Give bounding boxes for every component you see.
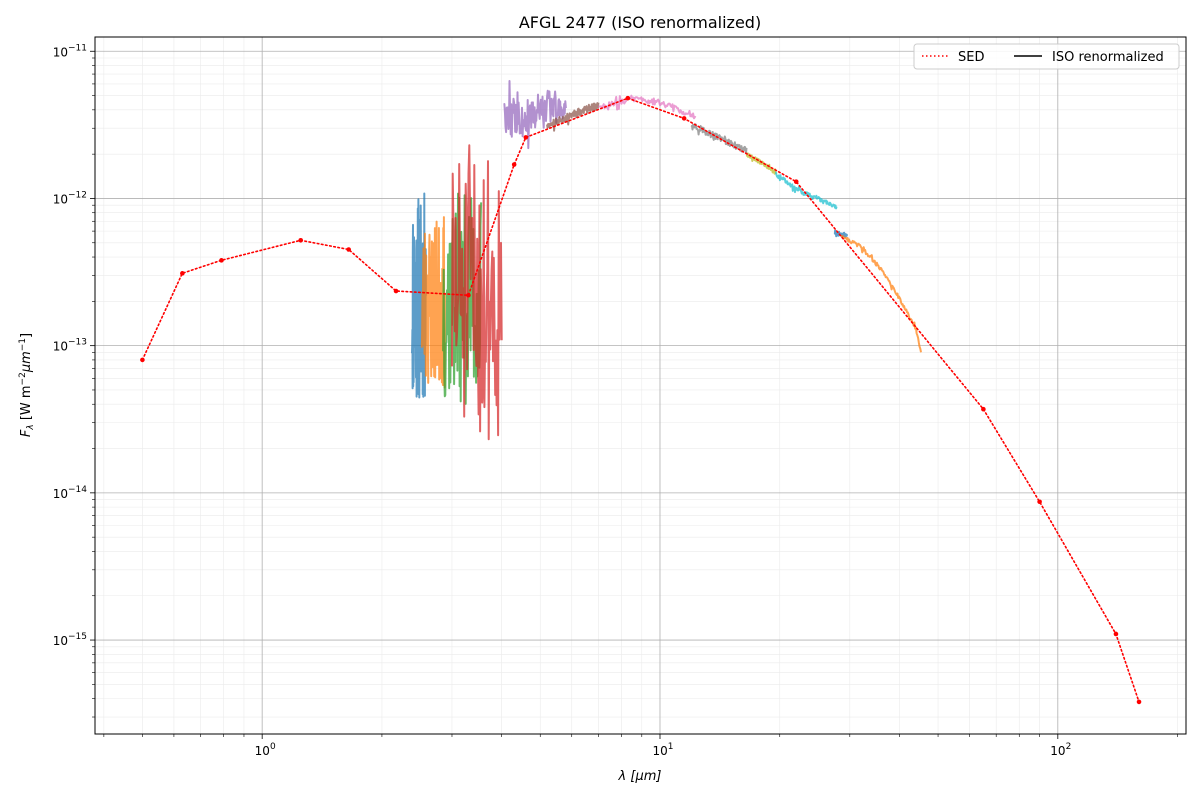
sed-point [298, 237, 304, 243]
legend: SED ISO renormalized [913, 43, 1180, 70]
y-label-main: F [19, 429, 34, 437]
y-label-unit-mid: μm [19, 351, 34, 373]
minor-grid [95, 37, 1186, 734]
sed-point [681, 116, 687, 121]
axes-frame [94, 36, 1187, 735]
iso-segment-11 [833, 229, 848, 238]
y-tick-label: 10−15 [53, 632, 87, 648]
x-tick-label: 101 [652, 742, 673, 758]
y-label-unit-exp1: −2 [18, 372, 28, 385]
major-grid [95, 37, 1186, 734]
sed-point [466, 292, 471, 298]
sed-point [981, 406, 986, 412]
sed-point [1136, 699, 1142, 705]
sed-point [346, 247, 351, 252]
legend-sed-label: SED [958, 50, 984, 65]
plot-area [95, 37, 1186, 734]
y-label-sub: λ [26, 424, 36, 430]
sed-series [140, 95, 1142, 705]
sed-point [1113, 631, 1119, 637]
sed-point [511, 162, 517, 167]
sed-point [180, 271, 185, 276]
sed-point [140, 357, 145, 363]
chart-title: AFGL 2477 (ISO renormalized) [519, 13, 761, 32]
sed-point [1037, 499, 1042, 505]
legend-iso-label: ISO renormalized [1052, 50, 1164, 65]
sed-point [393, 288, 399, 294]
y-label-unit-close: ] [19, 333, 34, 338]
iso-segment-4 [451, 144, 503, 441]
y-tick-label: 10−12 [53, 190, 87, 206]
y-axis-label: Fλ [W m−2μm−1] [18, 333, 36, 437]
y-label-unit-exp2: −1 [18, 338, 28, 351]
y-tick-label: 10−13 [53, 338, 87, 354]
y-label-unit-open: [W m [19, 385, 34, 424]
x-tick-label: 102 [1050, 742, 1071, 758]
y-tick-label: 10−11 [53, 43, 87, 59]
sed-point [625, 95, 631, 101]
iso-segment-12 [840, 234, 922, 353]
iso-segment-5 [503, 80, 567, 150]
sed-point [523, 135, 529, 140]
legend-box [913, 43, 1180, 70]
iso-segment-2 [420, 216, 446, 389]
x-axis-label: λ [μm] [618, 769, 662, 784]
sed-line [141, 97, 1140, 703]
sed-point [219, 258, 224, 263]
iso-segment-6 [546, 102, 600, 132]
y-tick-label: 10−14 [53, 485, 88, 501]
iso-segment-8 [690, 123, 748, 155]
x-tick-label: 100 [255, 742, 276, 758]
sed-point [793, 179, 799, 184]
